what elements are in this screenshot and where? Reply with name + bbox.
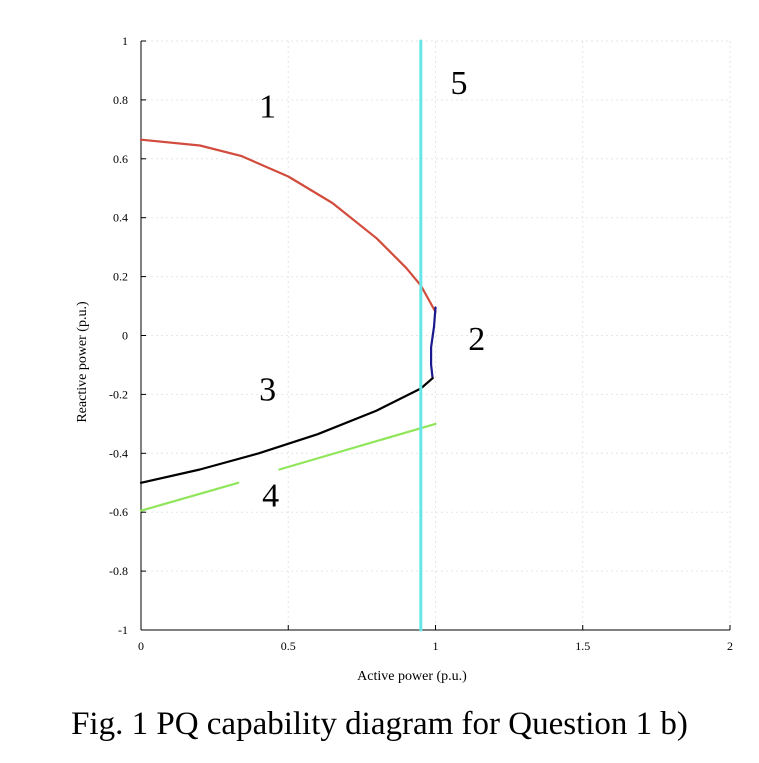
- region-label-3: 3: [259, 371, 276, 408]
- y-tick-label-5: 0: [122, 329, 128, 343]
- figure-caption: Fig. 1 PQ capability diagram for Questio…: [71, 706, 688, 742]
- x-tick-label-1: 0.5: [281, 639, 296, 653]
- region-label-1: 1: [259, 89, 276, 126]
- y-tick-label-4: 0.2: [113, 270, 128, 284]
- x-tick-label-3: 1.5: [575, 639, 590, 653]
- region-label-4: 4: [262, 477, 279, 514]
- region-label-5: 5: [451, 65, 468, 102]
- pq-chart: 0 0.5 1 1.5 2 1 0.8 0.6 0.4 0.2 0 -0.2 -0.4 -0.6 -0.8 -…: [75, 34, 733, 684]
- y-tick-label-3: 0.4: [113, 211, 128, 225]
- series-line-4: [139, 481, 240, 512]
- y-tick-label-1: 0.8: [113, 93, 128, 107]
- x-tick-label-2: 1: [433, 639, 439, 653]
- y-tick-label-2: 0.6: [113, 152, 128, 166]
- ticks-layer: 0 0.5 1 1.5 2 1 0.8 0.6 0.4 0.2 0 -0.2 -0.4 -0.6 -0.8 -…: [109, 34, 733, 653]
- y-axis-label: Reactive power (p.u.): [75, 301, 90, 423]
- y-tick-label-9: -0.8: [109, 564, 128, 578]
- y-tick-label-7: -0.4: [109, 446, 128, 460]
- series-layer: [139, 39, 437, 632]
- grid-layer: [140, 40, 731, 631]
- series-line-2: [430, 306, 437, 380]
- x-tick-label-4: 2: [727, 639, 733, 653]
- series-line-1: [139, 138, 437, 313]
- series-line-5: [278, 422, 437, 471]
- region-label-2: 2: [468, 321, 485, 358]
- x-tick-label-0: 0: [138, 639, 144, 653]
- y-tick-label-10: -1: [118, 623, 128, 637]
- y-tick-label-0: 1: [122, 34, 128, 48]
- y-tick-label-6: -0.2: [109, 387, 128, 401]
- x-axis-label: Active power (p.u.): [357, 669, 467, 684]
- y-tick-label-8: -0.6: [109, 505, 128, 519]
- annotations-layer: 1 2 3 4 5: [259, 65, 485, 514]
